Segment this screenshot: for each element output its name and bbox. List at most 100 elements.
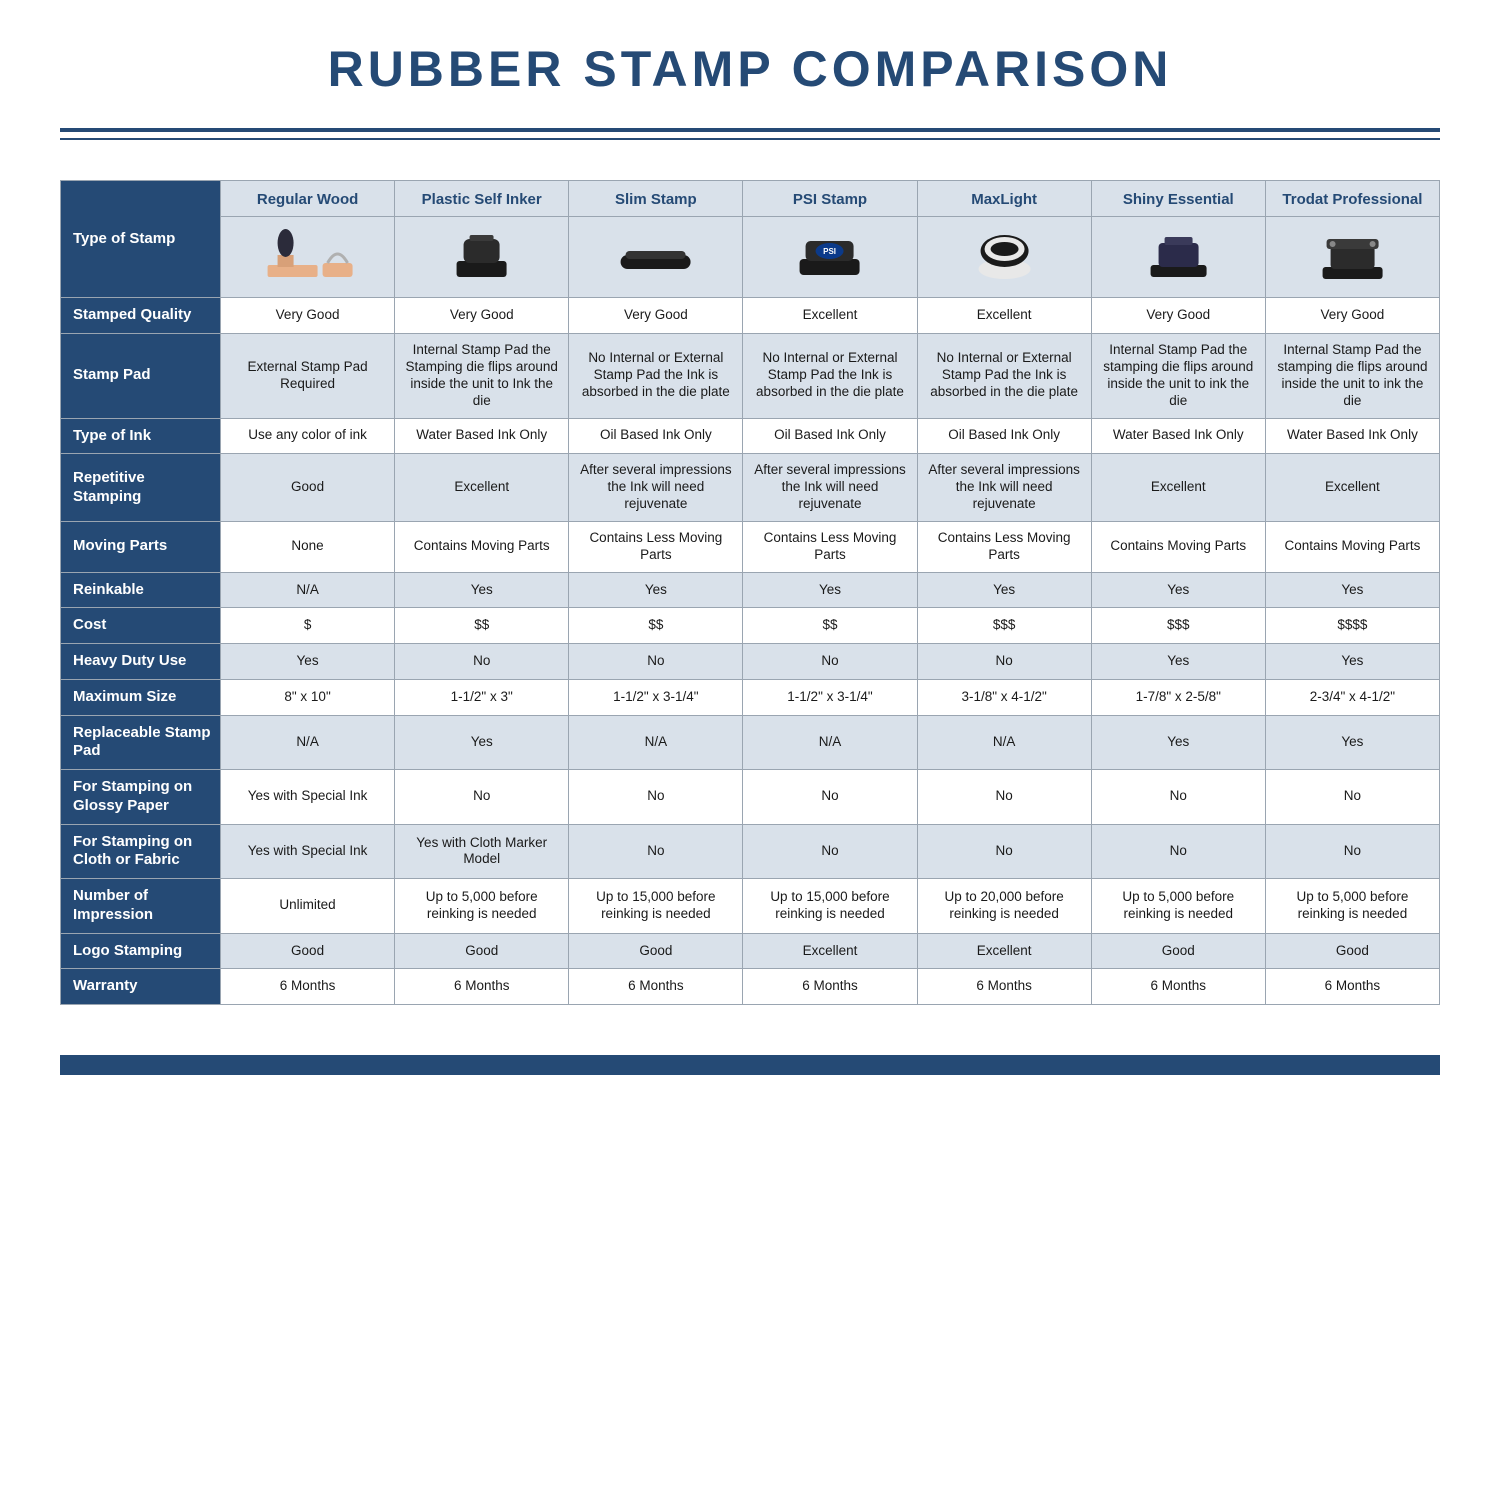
row-head: Repetitive Stamping: [61, 454, 221, 522]
row-head: Cost: [61, 608, 221, 644]
col-head-5: Shiny Essential: [1091, 181, 1265, 217]
cell: Oil Based Ink Only: [743, 418, 917, 454]
title-rule-thick: [60, 128, 1440, 132]
cell: Unlimited: [221, 879, 395, 934]
cell: Yes: [1265, 644, 1439, 680]
cell: 6 Months: [1265, 969, 1439, 1005]
row-head: Replaceable Stamp Pad: [61, 715, 221, 770]
cell: $$: [743, 608, 917, 644]
col-head-2: Slim Stamp: [569, 181, 743, 217]
cell: No: [1091, 770, 1265, 825]
footer-bar: [60, 1055, 1440, 1075]
cell: Internal Stamp Pad the Stamping die flip…: [395, 334, 569, 419]
cell: Yes: [1265, 572, 1439, 608]
table-row: Maximum Size8" x 10"1-1/2" x 3"1-1/2" x …: [61, 679, 1440, 715]
table-row: Replaceable Stamp PadN/AYesN/AN/AN/AYesY…: [61, 715, 1440, 770]
image-row: PSI: [61, 216, 1440, 298]
cell: Excellent: [917, 933, 1091, 969]
table-row: Number of ImpressionUnlimitedUp to 5,000…: [61, 879, 1440, 934]
cell: Yes with Special Ink: [221, 770, 395, 825]
cell: No: [743, 824, 917, 879]
cell: Oil Based Ink Only: [917, 418, 1091, 454]
cell: Excellent: [917, 298, 1091, 334]
cell: No: [917, 770, 1091, 825]
wood-stamp-icon: [221, 216, 395, 298]
cell: Up to 5,000 before reinking is needed: [395, 879, 569, 934]
cell: 2-3/4" x 4-1/2": [1265, 679, 1439, 715]
cell: 6 Months: [743, 969, 917, 1005]
cell: Internal Stamp Pad the stamping die flip…: [1265, 334, 1439, 419]
table-row: For Stamping on Glossy PaperYes with Spe…: [61, 770, 1440, 825]
cell: Yes: [917, 572, 1091, 608]
table-row: Stamped QualityVery GoodVery GoodVery Go…: [61, 298, 1440, 334]
cell: Water Based Ink Only: [395, 418, 569, 454]
cell: None: [221, 521, 395, 572]
cell: No Internal or External Stamp Pad the In…: [917, 334, 1091, 419]
cell: 6 Months: [569, 969, 743, 1005]
table-row: Logo StampingGoodGoodGoodExcellentExcell…: [61, 933, 1440, 969]
header-row: Type of Stamp Regular Wood Plastic Self …: [61, 181, 1440, 217]
row-head: Warranty: [61, 969, 221, 1005]
cell: Yes: [1091, 644, 1265, 680]
cell: 6 Months: [917, 969, 1091, 1005]
row-head: Number of Impression: [61, 879, 221, 934]
shiny-essential-icon: [1091, 216, 1265, 298]
table-row: Moving PartsNoneContains Moving PartsCon…: [61, 521, 1440, 572]
cell: Contains Moving Parts: [1265, 521, 1439, 572]
cell: After several impressions the Ink will n…: [917, 454, 1091, 522]
col-head-0: Regular Wood: [221, 181, 395, 217]
cell: Very Good: [221, 298, 395, 334]
cell: Yes: [221, 644, 395, 680]
table-row: Stamp PadExternal Stamp Pad RequiredInte…: [61, 334, 1440, 419]
trodat-pro-icon: [1265, 216, 1439, 298]
cell: $$$: [917, 608, 1091, 644]
cell: No Internal or External Stamp Pad the In…: [569, 334, 743, 419]
cell: No: [917, 824, 1091, 879]
col-head-1: Plastic Self Inker: [395, 181, 569, 217]
cell: Contains Less Moving Parts: [917, 521, 1091, 572]
cell: 6 Months: [1091, 969, 1265, 1005]
cell: 1-1/2" x 3-1/4": [569, 679, 743, 715]
cell: No Internal or External Stamp Pad the In…: [743, 334, 917, 419]
row-head: Logo Stamping: [61, 933, 221, 969]
cell: Good: [221, 454, 395, 522]
cell: Yes: [743, 572, 917, 608]
table-row: For Stamping on Cloth or FabricYes with …: [61, 824, 1440, 879]
cell: N/A: [743, 715, 917, 770]
cell: No: [917, 644, 1091, 680]
cell: Contains Less Moving Parts: [743, 521, 917, 572]
cell: Good: [221, 933, 395, 969]
cell: Up to 5,000 before reinking is needed: [1265, 879, 1439, 934]
cell: Yes: [569, 572, 743, 608]
title-block: RUBBER STAMP COMPARISON: [0, 0, 1500, 118]
cell: Use any color of ink: [221, 418, 395, 454]
cell: Contains Moving Parts: [1091, 521, 1265, 572]
cell: Internal Stamp Pad the stamping die flip…: [1091, 334, 1265, 419]
cell: Yes: [395, 715, 569, 770]
cell: No: [743, 644, 917, 680]
cell: No: [569, 824, 743, 879]
cell: $$$: [1091, 608, 1265, 644]
cell: N/A: [221, 715, 395, 770]
cell: 6 Months: [395, 969, 569, 1005]
cell: External Stamp Pad Required: [221, 334, 395, 419]
cell: Excellent: [743, 298, 917, 334]
table-row: Cost$$$$$$$$$$$$$$$$$: [61, 608, 1440, 644]
cell: Yes: [1091, 572, 1265, 608]
cell: Up to 20,000 before reinking is needed: [917, 879, 1091, 934]
table-row: Type of InkUse any color of inkWater Bas…: [61, 418, 1440, 454]
cell: No: [743, 770, 917, 825]
row-head: Type of Ink: [61, 418, 221, 454]
cell: Very Good: [1091, 298, 1265, 334]
cell: No: [569, 644, 743, 680]
cell: No: [1265, 770, 1439, 825]
page-title: RUBBER STAMP COMPARISON: [0, 40, 1500, 98]
cell: Good: [395, 933, 569, 969]
comparison-table-wrap: Type of Stamp Regular Wood Plastic Self …: [0, 140, 1500, 1025]
cell: 1-1/2" x 3-1/4": [743, 679, 917, 715]
cell: After several impressions the Ink will n…: [569, 454, 743, 522]
cell: No: [395, 770, 569, 825]
cell: 6 Months: [221, 969, 395, 1005]
cell: $$: [395, 608, 569, 644]
col-head-4: MaxLight: [917, 181, 1091, 217]
